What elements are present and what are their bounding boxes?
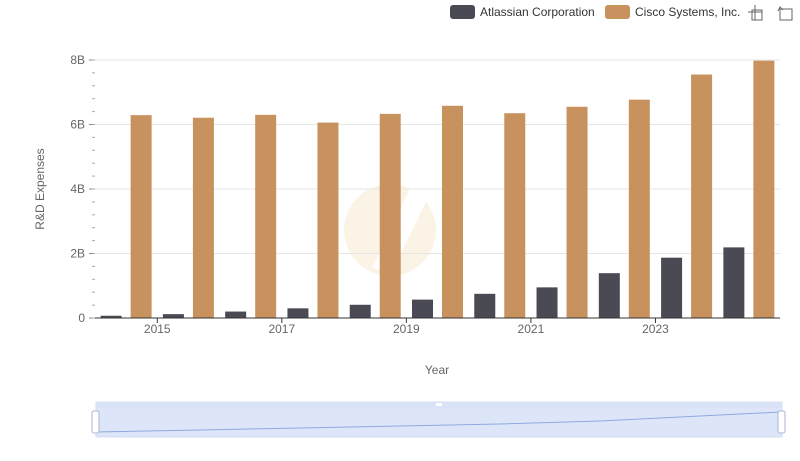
data-zoom-grip-icon xyxy=(436,403,442,406)
y-tick-label: 4B xyxy=(70,182,85,196)
legend-label-cisco: Cisco Systems, Inc. xyxy=(635,5,740,19)
bar-cisco-2017[interactable] xyxy=(317,122,339,318)
x-tick-label: 2017 xyxy=(268,322,295,336)
bar-atlassian-2016[interactable] xyxy=(225,311,247,318)
bar-atlassian-2023[interactable] xyxy=(661,257,683,318)
bar-cisco-2022[interactable] xyxy=(628,99,650,318)
data-zoom-handle-left[interactable] xyxy=(91,410,100,434)
y-tick-label: 2B xyxy=(70,247,85,261)
data-zoom-slider[interactable] xyxy=(91,401,786,438)
x-axis-title: Year xyxy=(425,363,449,377)
bar-cisco-2014[interactable] xyxy=(130,115,152,319)
restore-icon[interactable] xyxy=(777,6,793,21)
y-axis-ticks: 0 2B 4B 6B 8B xyxy=(70,53,95,325)
legend-label-atlassian: Atlassian Corporation xyxy=(480,5,595,19)
bar-atlassian-2015[interactable] xyxy=(162,314,184,318)
bar-cisco-2023[interactable] xyxy=(691,74,713,318)
x-tick-label: 2021 xyxy=(518,322,545,336)
bar-atlassian-2021[interactable] xyxy=(536,287,558,318)
bar-cisco-2015[interactable] xyxy=(192,117,214,318)
bars xyxy=(100,60,775,319)
bar-atlassian-2017[interactable] xyxy=(287,308,309,318)
x-tick-label: 2019 xyxy=(393,322,420,336)
data-zoom-selection[interactable] xyxy=(96,408,782,437)
bar-atlassian-2020[interactable] xyxy=(474,293,496,318)
x-axis-ticks: 2015 2017 2019 2021 2023 xyxy=(144,318,669,336)
bar-cisco-2018[interactable] xyxy=(379,113,401,318)
bar-cisco-2016[interactable] xyxy=(255,114,277,318)
bar-atlassian-2024[interactable] xyxy=(723,247,745,318)
y-axis-title: R&D Expenses xyxy=(33,148,47,229)
bar-cisco-2019[interactable] xyxy=(442,105,463,318)
data-zoom-handle-right[interactable] xyxy=(777,410,786,434)
data-zoom-preview-line xyxy=(95,411,783,433)
bar-atlassian-2014[interactable] xyxy=(100,315,122,318)
x-tick-label: 2023 xyxy=(642,322,669,336)
legend-swatch-cisco xyxy=(605,5,630,19)
bar-cisco-2024[interactable] xyxy=(753,60,775,319)
bar-cisco-2020[interactable] xyxy=(504,113,526,319)
legend-item-cisco[interactable]: Cisco Systems, Inc. xyxy=(605,5,740,19)
y-tick-label: 0 xyxy=(78,311,85,325)
bar-atlassian-2022[interactable] xyxy=(598,273,620,318)
y-tick-label: 6B xyxy=(70,118,85,132)
legend-item-atlassian[interactable]: Atlassian Corporation xyxy=(450,5,595,19)
legend-swatch-atlassian xyxy=(450,5,475,19)
x-tick-label: 2015 xyxy=(144,322,171,336)
zoom-icon[interactable] xyxy=(748,5,763,21)
y-tick-label: 8B xyxy=(70,53,85,67)
bar-cisco-2021[interactable] xyxy=(566,106,588,318)
bar-atlassian-2018[interactable] xyxy=(349,304,371,318)
legend: Atlassian Corporation Cisco Systems, Inc… xyxy=(450,5,740,19)
bar-atlassian-2019[interactable] xyxy=(412,299,433,318)
